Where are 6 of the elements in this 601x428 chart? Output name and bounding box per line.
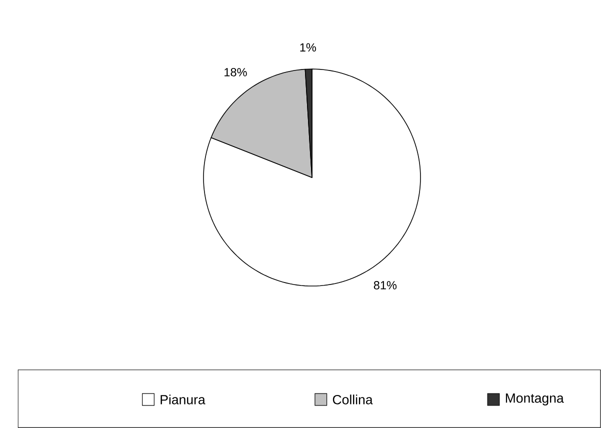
data-label: 81%	[374, 281, 397, 290]
data-label: 18%	[224, 68, 247, 76]
legend-label: Collina	[332, 394, 373, 404]
legend-label: Pianura	[160, 394, 206, 404]
data-label: 1%	[300, 43, 316, 52]
legend-label: Montagna	[506, 394, 564, 406]
